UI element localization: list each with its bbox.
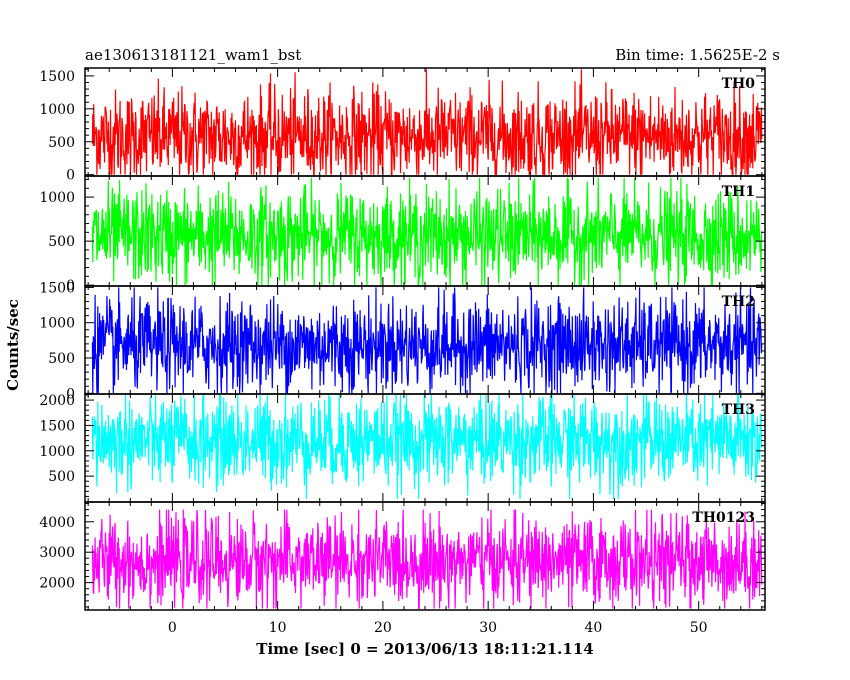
y-tick-label: 0 <box>66 386 75 402</box>
panels-group: 0 500 1000 1500 TH0 0 500 1000 TH1 0 500 1000 1500 TH… <box>39 67 766 611</box>
panel-label-th0: TH0 <box>722 76 756 92</box>
x-tick-label: 50 <box>690 620 708 636</box>
x-tick-label: 40 <box>585 620 603 636</box>
series-line-th2 <box>91 287 763 394</box>
x-axis-tick-labels: 0 10 20 30 40 50 <box>168 620 708 636</box>
y-tick-label: 1000 <box>39 102 75 118</box>
y-tick-label: 1000 <box>39 190 75 206</box>
y-tick-label: 1000 <box>39 316 75 332</box>
panel-th0123: 2000 3000 4000 TH0123 <box>39 501 766 611</box>
x-tick-label: 30 <box>479 620 497 636</box>
series-line-th0123 <box>91 509 763 610</box>
y-tick-label: 2000 <box>39 393 75 409</box>
panel-th1: 0 500 1000 TH1 <box>39 175 766 294</box>
series-line-th0 <box>91 69 763 176</box>
series-line-th3 <box>91 394 763 500</box>
panel-label-th2: TH2 <box>722 294 755 310</box>
x-tick-label: 0 <box>168 620 177 636</box>
series-line-th1 <box>91 177 763 286</box>
panel-label-th1: TH1 <box>722 184 755 200</box>
y-tick-label: 1500 <box>39 280 75 296</box>
y-tick-label: 500 <box>48 135 75 151</box>
y-tick-label: 3000 <box>39 545 75 561</box>
y-tick-label: 1500 <box>39 418 75 434</box>
panel-th2: 0 500 1000 1500 TH2 <box>39 280 766 402</box>
panel-label-th0123: TH0123 <box>692 510 755 526</box>
y-tick-label: 0 <box>66 278 75 294</box>
y-tick-label: 4000 <box>39 515 75 531</box>
x-tick-label: 20 <box>374 620 392 636</box>
x-tick-label: 10 <box>269 620 287 636</box>
y-tick-label: 500 <box>48 234 75 250</box>
y-tick-label: 2000 <box>39 576 75 592</box>
y-tick-label: 1000 <box>39 444 75 460</box>
y-tick-label: 500 <box>48 351 75 367</box>
header-left-title: ae130613181121_wam1_bst <box>85 46 301 64</box>
y-tick-label: 500 <box>48 469 75 485</box>
y-tick-label: 0 <box>66 168 75 184</box>
y-axis-title: Counts/sec <box>4 299 22 391</box>
x-axis-title: Time [sec] 0 = 2013/06/13 18:11:21.114 <box>256 640 593 658</box>
header-right-title: Bin time: 1.5625E-2 s <box>615 46 780 64</box>
panel-label-th3: TH3 <box>722 402 755 418</box>
panel-th3: 500 1000 1500 2000 TH3 <box>39 393 766 503</box>
panel-th0: 0 500 1000 1500 TH0 <box>39 67 766 184</box>
y-tick-label: 1500 <box>39 69 75 85</box>
